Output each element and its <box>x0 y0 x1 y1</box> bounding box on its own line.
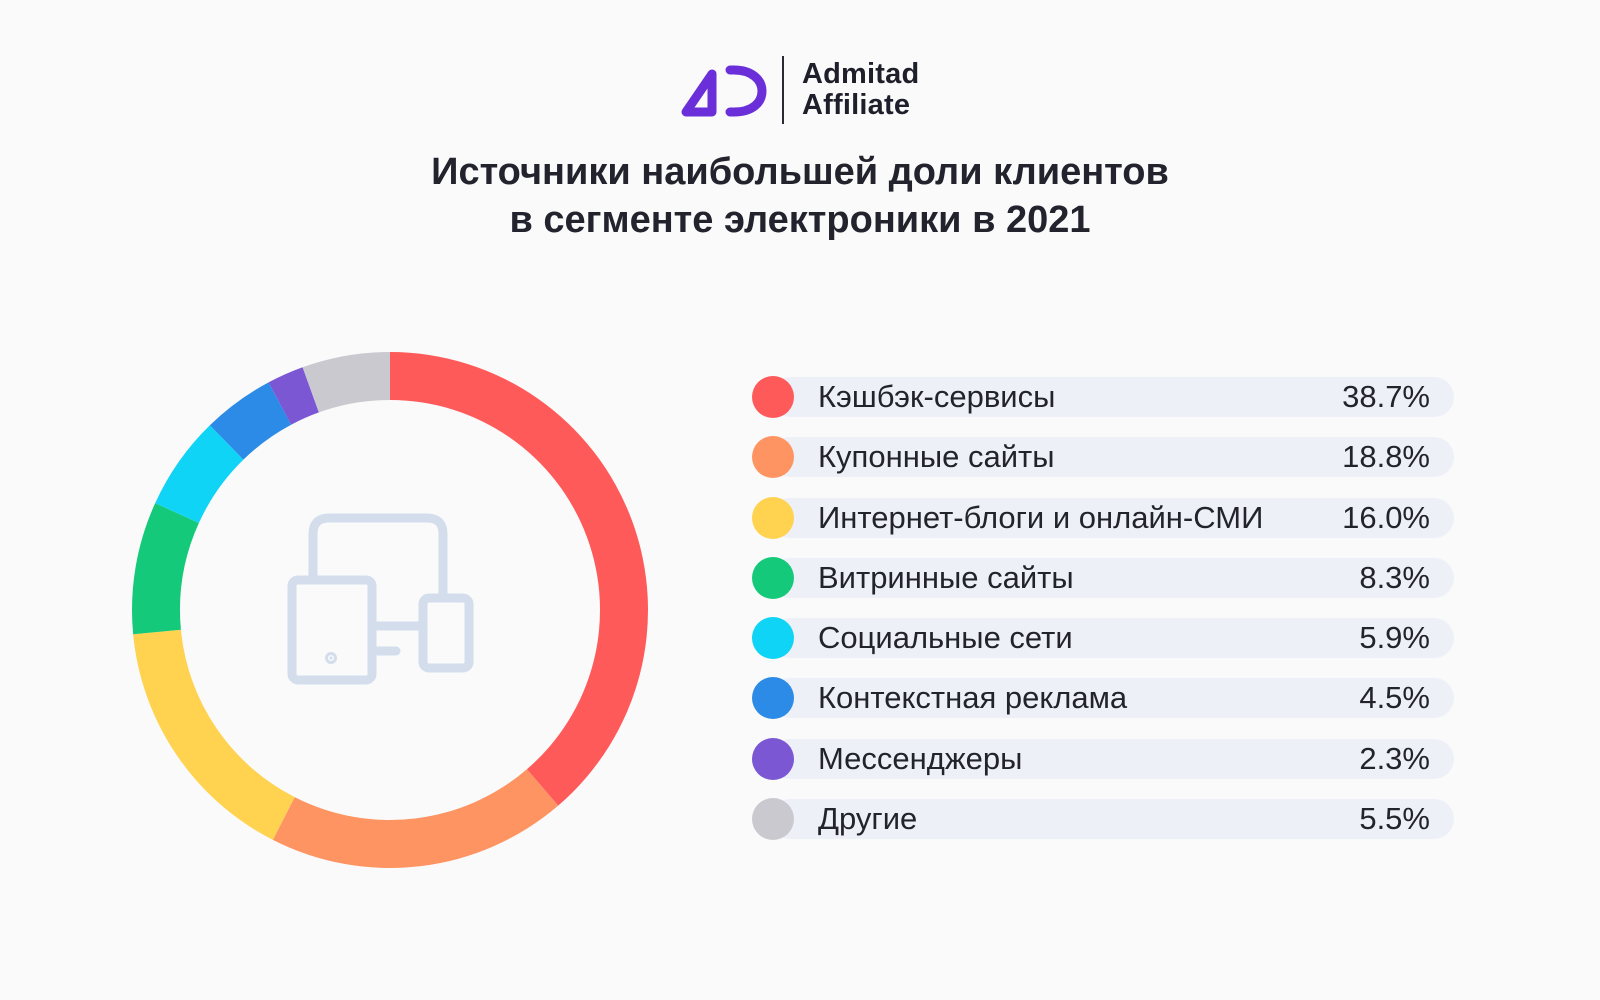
legend-value: 2.3% <box>1359 740 1430 776</box>
legend-item-background <box>770 678 1454 719</box>
donut-segment <box>155 425 244 523</box>
legend-color-dot <box>752 376 794 418</box>
legend-item: Мессенджеры 2.3% <box>752 737 1454 780</box>
legend-color-dot <box>752 556 794 599</box>
legend-item-background <box>770 618 1454 659</box>
admitad-logo-icon <box>681 65 767 117</box>
legend-value: 38.7% <box>1342 379 1430 414</box>
legend-label: Социальные сети <box>818 620 1073 656</box>
legend-label: Кэшбэк-сервисы <box>818 379 1056 414</box>
legend-item: Социальные сети 5.9% <box>752 617 1454 660</box>
donut-segment <box>302 352 390 413</box>
donut-segment <box>133 629 295 840</box>
legend-item: Купонные сайты 18.8% <box>752 436 1454 479</box>
donut-segment <box>272 769 559 868</box>
donut-segment <box>268 367 319 425</box>
brand-name: Admitad Affiliate <box>802 59 919 121</box>
brand-divider <box>782 56 784 124</box>
legend-value: 5.5% <box>1359 801 1430 837</box>
legend-color-dot <box>752 496 794 539</box>
legend-item-background <box>770 799 1454 840</box>
donut-segment <box>390 352 648 806</box>
legend-value: 16.0% <box>1342 499 1430 535</box>
donut-segments <box>132 352 648 868</box>
legend-label: Витринные сайты <box>818 559 1074 595</box>
legend-label: Другие <box>818 801 918 837</box>
legend-item: Витринные сайты 8.3% <box>752 556 1454 599</box>
legend-item-background <box>770 437 1454 478</box>
brand-name-line2: Affiliate <box>802 89 911 121</box>
legend-label: Интернет-блоги и онлайн-СМИ <box>818 499 1264 535</box>
legend-item-background <box>770 557 1454 598</box>
legend-item: Кэшбэк-сервисы 38.7% <box>752 376 1454 418</box>
legend-label: Контекстная реклама <box>818 680 1128 716</box>
legend-color-dot <box>752 737 794 780</box>
donut-segment <box>132 503 199 635</box>
legend-color-dot <box>752 617 794 660</box>
legend-item: Другие 5.5% <box>752 798 1454 841</box>
devices-icon <box>287 513 474 685</box>
legend-color-dot <box>752 798 794 841</box>
donut-chart <box>132 352 648 868</box>
legend-label: Мессенджеры <box>818 740 1023 776</box>
legend-color-dot <box>752 677 794 720</box>
legend-item-background <box>770 497 1454 538</box>
chart-title-line2: в сегменте электроники в 2021 <box>509 199 1091 241</box>
legend-value: 4.5% <box>1359 680 1430 716</box>
legend-value: 8.3% <box>1359 559 1430 595</box>
legend-item-background <box>770 377 1454 417</box>
legend-item-background <box>770 738 1454 779</box>
legend-item: Контекстная реклама 4.5% <box>752 677 1454 720</box>
chart-title: Источники наибольшей доли клиентов в сег… <box>0 148 1600 244</box>
brand-name-line1: Admitad <box>802 58 920 90</box>
legend-color-dot <box>752 436 794 479</box>
chart-title-line1: Источники наибольшей доли клиентов <box>431 151 1169 193</box>
legend-item: Интернет-блоги и онлайн-СМИ 16.0% <box>752 496 1454 539</box>
legend-label: Купонные сайты <box>818 439 1055 475</box>
brand-logo: Admitad Affiliate <box>678 56 919 124</box>
legend-value: 5.9% <box>1359 620 1430 656</box>
legend-value: 18.8% <box>1342 439 1430 475</box>
donut-segment <box>209 382 292 460</box>
chart-legend: Кэшбэк-сервисы 38.7% Купонные сайты 18.8% Ин… <box>752 376 1454 858</box>
